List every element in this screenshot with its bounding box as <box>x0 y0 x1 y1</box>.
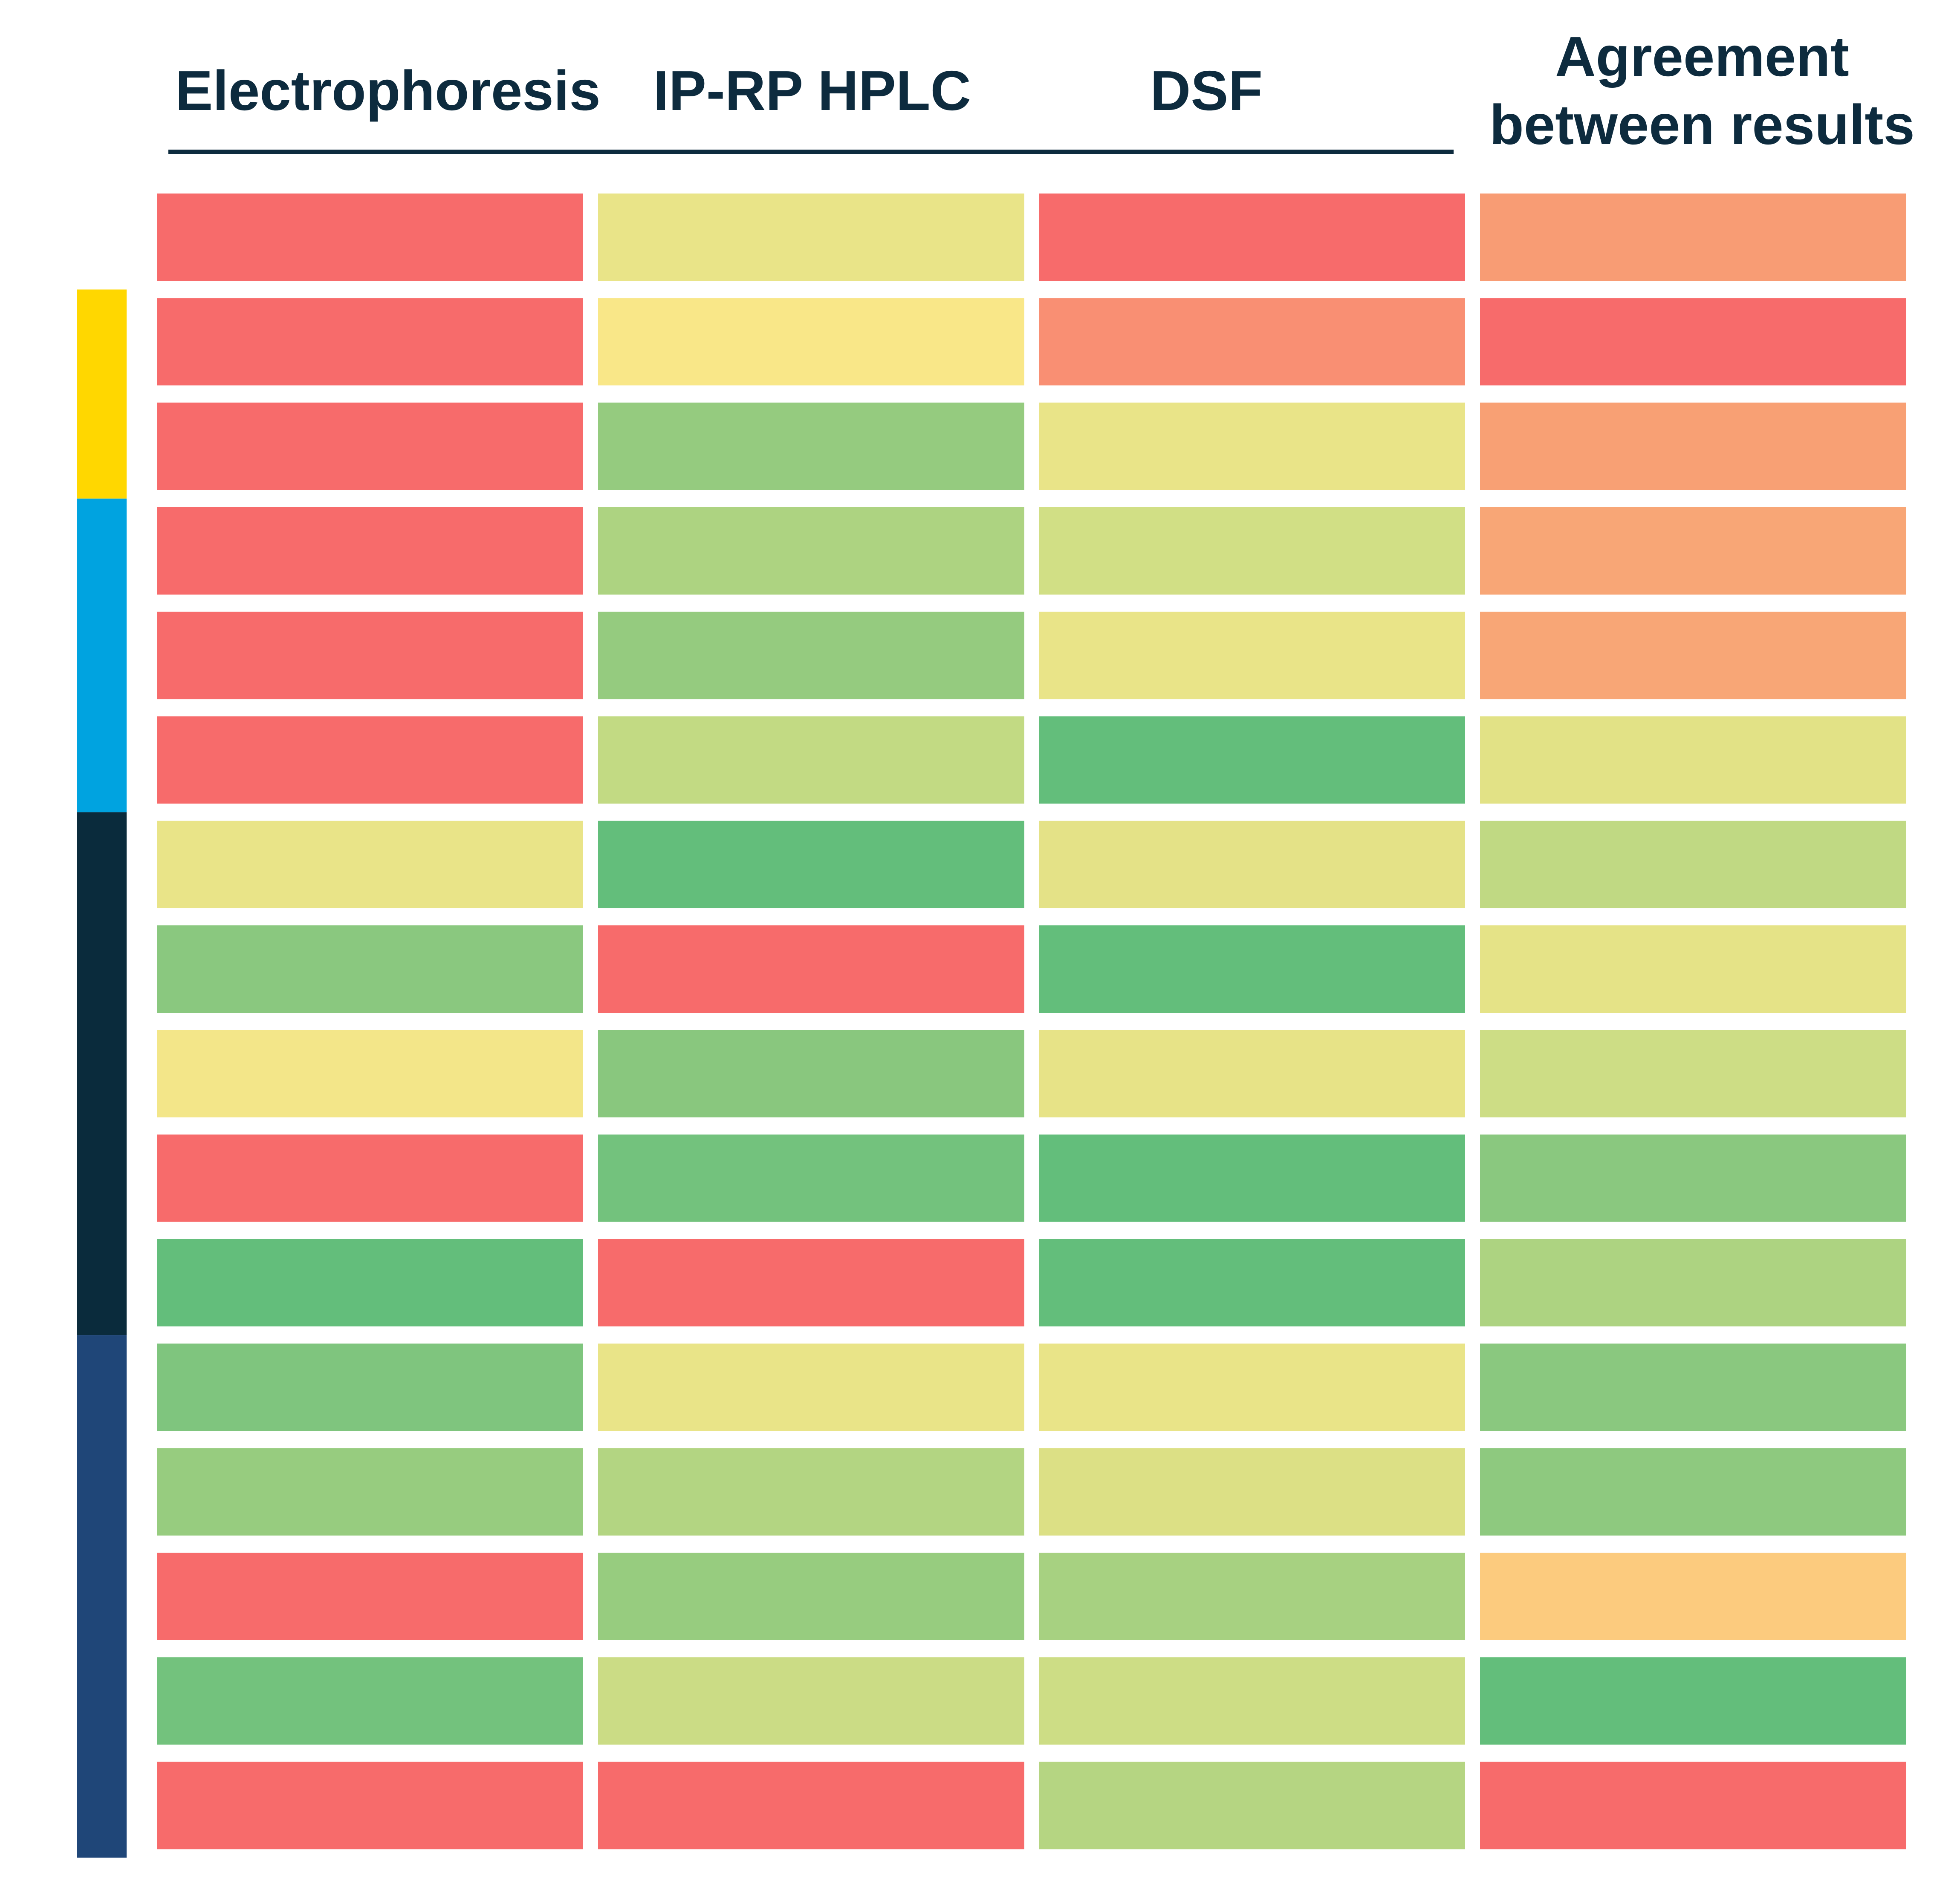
heatmap-cell <box>598 1134 1024 1222</box>
heatmap-cell <box>1480 1343 1906 1431</box>
heatmap-cell <box>1480 1552 1906 1640</box>
heatmap-cell <box>157 298 583 386</box>
heatmap-cell <box>1480 1134 1906 1222</box>
row-group-segment <box>77 498 127 812</box>
heatmap-cell <box>1039 507 1465 595</box>
heatmap-cell <box>1039 194 1465 281</box>
row-group-segment <box>77 812 127 1335</box>
heatmap-cell <box>157 1552 583 1640</box>
column-headers: Electrophoresis IP-RP HPLC DSF Agreementbet… <box>175 25 1915 156</box>
column-header-1: IP-RP HPLC <box>653 59 971 122</box>
column-header-2: DSF <box>1150 59 1263 122</box>
heatmap-cell <box>1039 1030 1465 1118</box>
heatmap-cell <box>157 1134 583 1222</box>
heatmap-cell <box>157 1030 583 1118</box>
heatmap-cell <box>598 507 1024 595</box>
row-group-segment <box>77 1335 127 1858</box>
heatmap-cell <box>1480 820 1906 908</box>
heatmap-cell <box>598 716 1024 804</box>
heatmap-cell <box>157 1343 583 1431</box>
heatmap-cell <box>1480 1762 1906 1849</box>
heatmap-cell <box>1480 298 1906 386</box>
heatmap-cell <box>1039 1343 1465 1431</box>
heatmap-cell <box>598 612 1024 699</box>
heatmap-cell <box>1039 716 1465 804</box>
heatmap-cell <box>1039 1134 1465 1222</box>
heatmap-cell <box>598 194 1024 281</box>
heatmap-cell <box>1480 716 1906 804</box>
column-header-0: Electrophoresis <box>175 59 601 122</box>
heatmap-cell <box>1480 507 1906 595</box>
heatmap-cell <box>1480 194 1906 281</box>
heatmap-cell <box>598 1552 1024 1640</box>
heatmap-cells <box>157 194 1906 1849</box>
heatmap-cell <box>598 1448 1024 1536</box>
heatmap-cell <box>1480 1239 1906 1326</box>
heatmap-cell <box>598 402 1024 490</box>
heatmap-cell <box>598 1762 1024 1849</box>
heatmap-cell <box>1039 1239 1465 1326</box>
heatmap-cell <box>1480 1448 1906 1536</box>
heatmap-cell <box>157 194 583 281</box>
heatmap-cell <box>598 925 1024 1013</box>
column-header-3-line-0: Agreement <box>1555 25 1849 88</box>
heatmap-cell <box>157 507 583 595</box>
heatmap-cell <box>157 1762 583 1849</box>
heatmap-cell <box>1039 925 1465 1013</box>
heatmap-cell <box>1039 820 1465 908</box>
heatmap-cell <box>598 298 1024 386</box>
heatmap-cell <box>1480 402 1906 490</box>
heatmap-cell <box>157 1448 583 1536</box>
row-group-segment <box>77 289 127 499</box>
heatmap-cell <box>157 820 583 908</box>
heatmap-cell <box>157 1239 583 1326</box>
heatmap-cell <box>1039 298 1465 386</box>
heatmap-cell <box>598 1657 1024 1745</box>
heatmap-cell <box>598 820 1024 908</box>
heatmap-cell <box>157 1657 583 1745</box>
heatmap-cell <box>1039 1762 1465 1849</box>
heatmap-cell <box>157 925 583 1013</box>
heatmap-cell <box>1039 1657 1465 1745</box>
heatmap-cell <box>598 1343 1024 1431</box>
heatmap-cell <box>1039 1552 1465 1640</box>
heatmap-cell <box>1480 1657 1906 1745</box>
heatmap-cell <box>157 612 583 699</box>
heatmap-cell <box>598 1239 1024 1326</box>
heatmap-cell <box>157 716 583 804</box>
heatmap-cell <box>1039 1448 1465 1536</box>
heatmap-cell <box>1039 612 1465 699</box>
row-group-bar <box>77 289 127 1858</box>
column-header-3-line-1: between results <box>1489 93 1915 156</box>
heatmap-cell <box>1480 612 1906 699</box>
heatmap-cell <box>1480 1030 1906 1118</box>
heatmap-cell <box>1480 925 1906 1013</box>
heatmap-cell <box>157 402 583 490</box>
heatmap-cell <box>598 1030 1024 1118</box>
heatmap-cell <box>1039 402 1465 490</box>
